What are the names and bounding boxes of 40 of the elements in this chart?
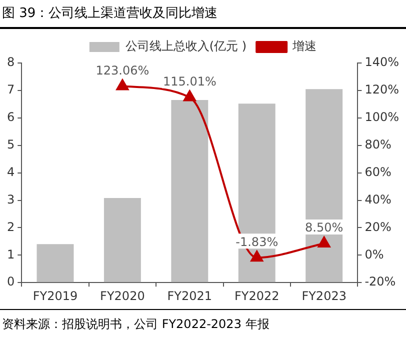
- y-tick-label: 5: [6, 137, 15, 152]
- y-tick-label: 8: [6, 55, 15, 70]
- x-tick-label: FY2019: [32, 288, 78, 303]
- x-tick-label: FY2020: [100, 288, 145, 303]
- y2-tick-label: 0%: [364, 247, 384, 262]
- y2-tick-label: 140%: [364, 55, 400, 70]
- point: [250, 250, 264, 262]
- point: [318, 236, 330, 248]
- y2-tick-label: -20%: [364, 274, 396, 289]
- y2-tick-label: 60%: [364, 164, 392, 179]
- x-tick-label: FY2021: [167, 288, 212, 303]
- point: [116, 79, 129, 90]
- y2-tick-label: 120%: [364, 82, 400, 97]
- bar: [306, 89, 343, 282]
- chart-title: 图 39：公司线上渠道营收及同比增速: [0, 0, 406, 29]
- bar: [171, 100, 208, 282]
- bar: [238, 104, 276, 282]
- y-tick-label: 7: [6, 82, 15, 97]
- x-tick-label: FY2023: [302, 288, 346, 303]
- legend-label: 增速: [292, 39, 317, 54]
- bar: [36, 244, 74, 282]
- y-tick-label: 2: [6, 220, 15, 234]
- y-tick-label: 4: [6, 164, 15, 179]
- point: [183, 90, 196, 102]
- y-tick-label: 0: [6, 274, 15, 289]
- y-tick-label: 6: [6, 110, 15, 124]
- y2-tick-label: 80%: [364, 137, 392, 152]
- y2-tick-label: 40%: [364, 192, 392, 206]
- data-label: -1.83%: [236, 234, 278, 249]
- x-tick-label: FY2022: [234, 288, 280, 303]
- bar: [104, 198, 141, 282]
- y2-tick-label: 100%: [364, 110, 400, 124]
- legend-label: 公司线上总收入(亿元 ): [125, 39, 247, 54]
- data-label: 8.50%: [305, 220, 344, 235]
- y2-tick-label: 20%: [364, 220, 392, 234]
- y-tick-label: 3: [6, 192, 15, 206]
- data-label: 115.01%: [162, 74, 216, 88]
- y-tick-label: 1: [6, 247, 15, 262]
- text: 资料来源：招股说明书，公司 FY2022-2023 年报: [0, 309, 406, 333]
- data-label: 123.06%: [96, 63, 150, 78]
